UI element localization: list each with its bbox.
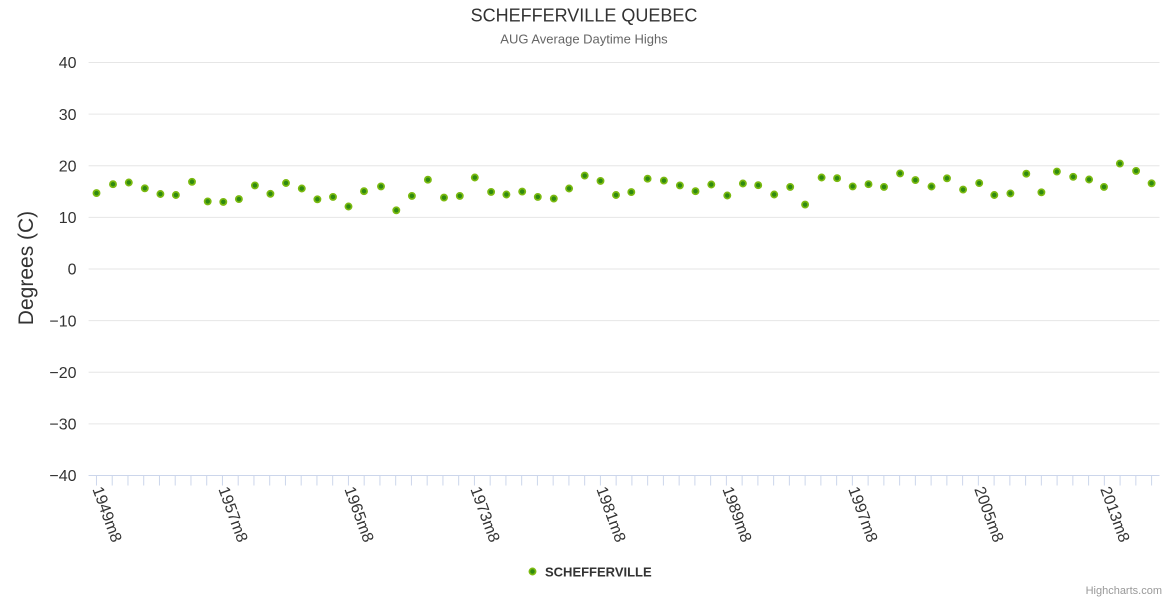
svg-text:20: 20 — [59, 158, 77, 175]
svg-text:−40: −40 — [49, 468, 76, 485]
svg-text:−20: −20 — [49, 365, 76, 382]
svg-text:SCHEFFERVILLE QUEBEC: SCHEFFERVILLE QUEBEC — [471, 6, 698, 26]
svg-text:Degrees (C): Degrees (C) — [15, 211, 38, 325]
svg-text:−30: −30 — [49, 417, 76, 434]
svg-text:0: 0 — [68, 262, 77, 279]
svg-text:30: 30 — [59, 107, 77, 124]
svg-text:40: 40 — [59, 55, 77, 72]
svg-text:AUG Average Daytime Highs: AUG Average Daytime Highs — [500, 32, 668, 47]
svg-text:−10: −10 — [49, 313, 76, 330]
svg-text:Highcharts.com: Highcharts.com — [1086, 585, 1162, 597]
svg-text:SCHEFFERVILLE: SCHEFFERVILLE — [545, 565, 652, 580]
svg-text:10: 10 — [59, 210, 77, 227]
